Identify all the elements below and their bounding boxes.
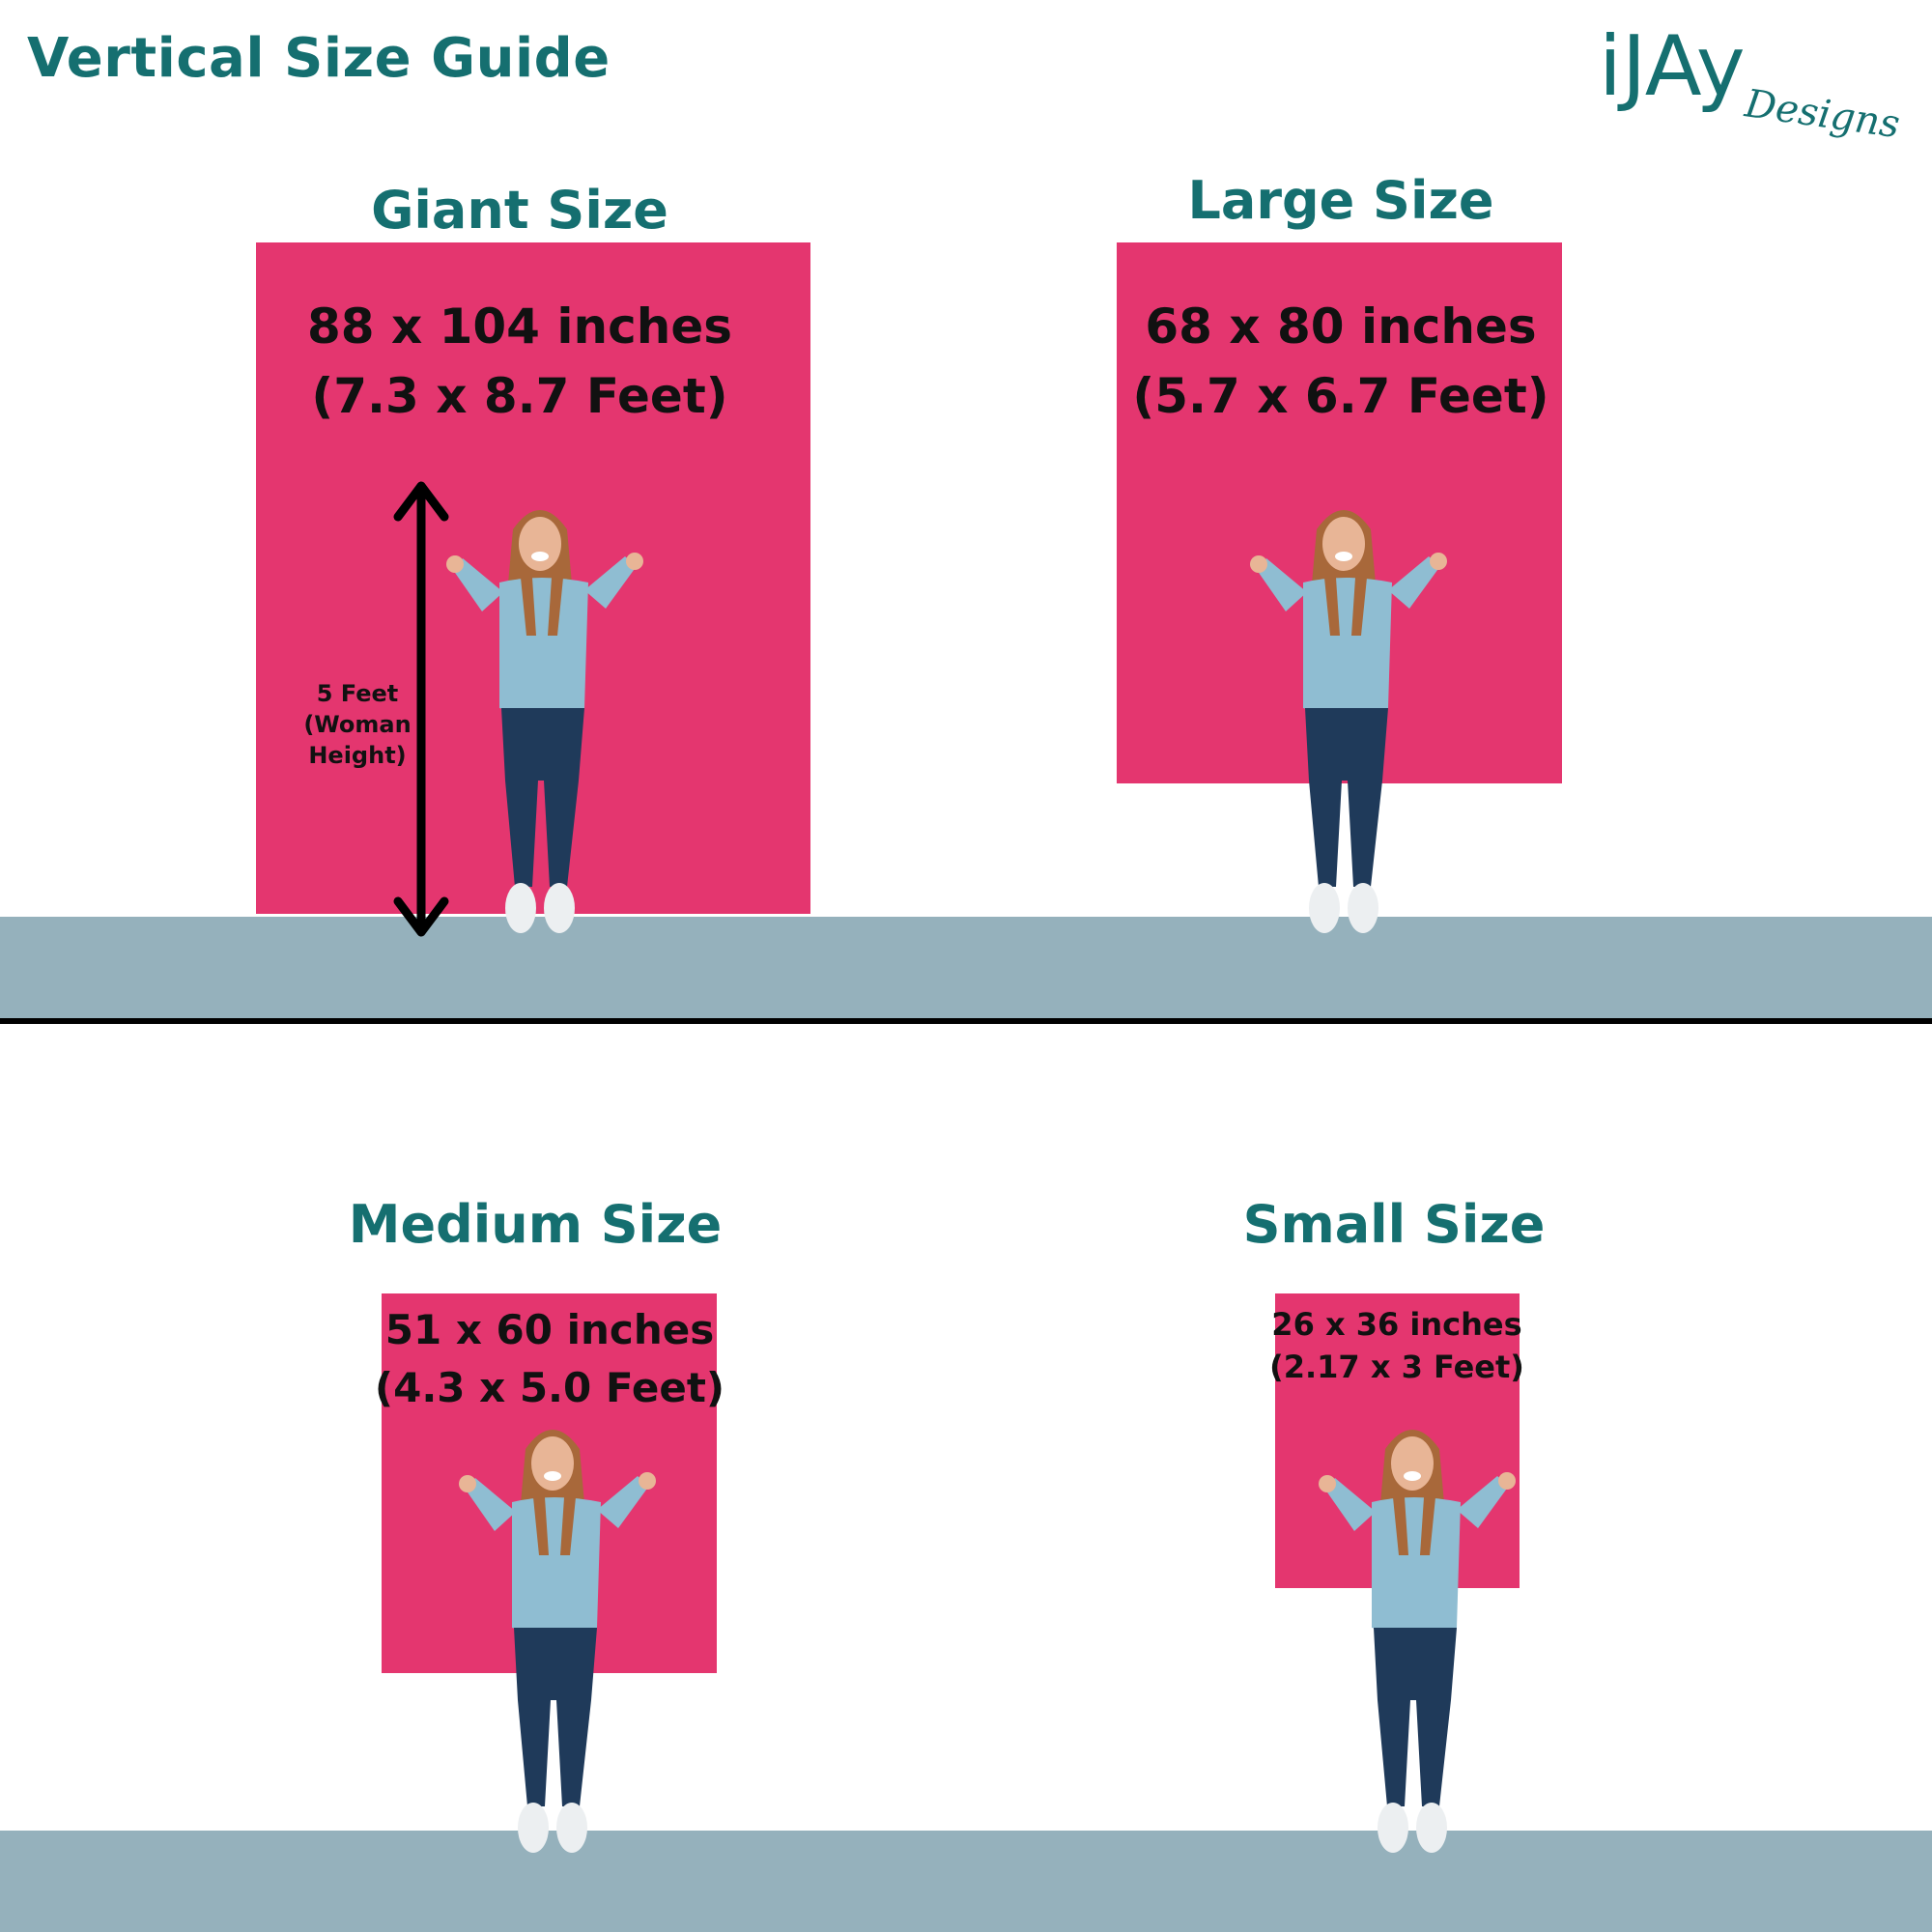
medium-size-title: Medium Size: [348, 1194, 723, 1255]
small-size-inches: 26 x 36 inches: [1271, 1306, 1522, 1343]
height-marker-line1: 5 Feet: [316, 680, 399, 707]
double-arrow-vertical-icon: [393, 481, 449, 937]
floor-bottom: [0, 1831, 1932, 1932]
small-size-feet: (2.17 x 3 Feet): [1269, 1349, 1524, 1385]
large-size-inches: 68 x 80 inches: [1145, 298, 1537, 355]
small-size-dimensions: 26 x 36 inches (2.17 x 3 Feet): [1269, 1303, 1524, 1388]
svg-text:iJAy: iJAy: [1599, 18, 1746, 115]
medium-size-dimensions: 51 x 60 inches (4.3 x 5.0 Feet): [375, 1301, 724, 1417]
small-size-title: Small Size: [1242, 1194, 1546, 1255]
height-marker-line2: (Woman: [303, 711, 412, 738]
height-marker-line3: Height): [308, 742, 407, 769]
giant-size-dimensions: 88 x 104 inches (7.3 x 8.7 Feet): [307, 292, 732, 431]
brand-logo: iJAy Designs: [1599, 10, 1908, 147]
floor-top: [0, 917, 1932, 1018]
woman-figure-giant: [443, 491, 646, 939]
large-size-title: Large Size: [1187, 170, 1494, 231]
section-divider: [0, 1018, 1932, 1024]
medium-size-feet: (4.3 x 5.0 Feet): [374, 1364, 725, 1411]
large-size-dimensions: 68 x 80 inches (5.7 x 6.7 Feet): [1132, 292, 1548, 431]
svg-text:Designs: Designs: [1742, 81, 1903, 145]
woman-figure-small: [1316, 1410, 1519, 1859]
medium-size-inches: 51 x 60 inches: [384, 1306, 715, 1353]
giant-size-title: Giant Size: [371, 180, 668, 241]
woman-figure-medium: [456, 1410, 659, 1859]
giant-size-inches: 88 x 104 inches: [306, 298, 733, 355]
height-marker-label: 5 Feet (Woman Height): [303, 678, 411, 771]
giant-size-feet: (7.3 x 8.7 Feet): [311, 368, 728, 424]
large-size-feet: (5.7 x 6.7 Feet): [1132, 368, 1549, 424]
page-title: Vertical Size Guide: [27, 27, 611, 90]
woman-figure-large: [1247, 491, 1450, 939]
